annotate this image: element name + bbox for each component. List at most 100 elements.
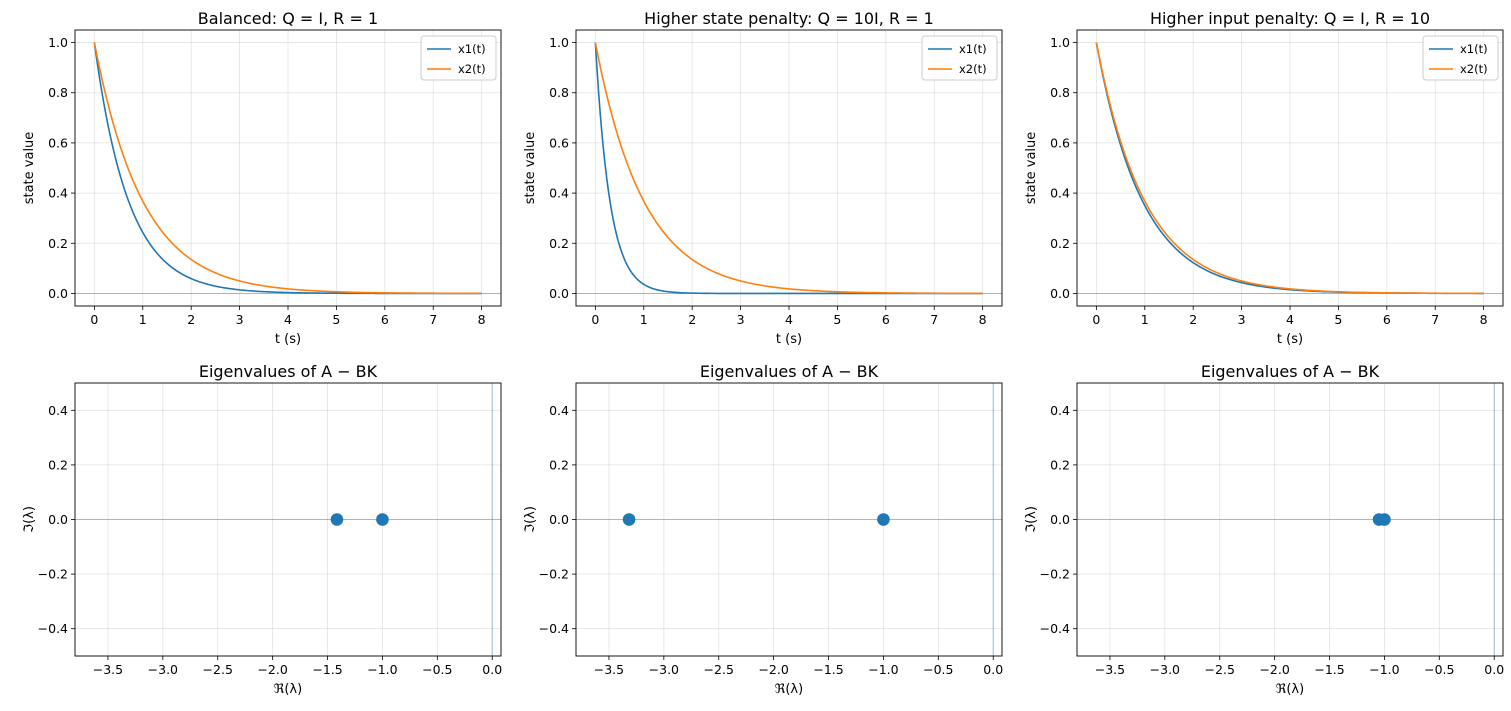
y-tick-label: 0.6 [549,135,569,150]
x-tick-label: 3 [1238,312,1246,327]
x-tick-label: −2.5 [704,662,734,677]
x-axis-label: ℜ(λ) [775,682,803,697]
eigenvalue-point [877,513,890,526]
x-tick-label: 0.0 [983,662,1003,677]
legend-label-x1: x1(t) [1460,42,1488,56]
y-tick-label: 0.0 [1050,512,1070,527]
y-tick-label: 0.8 [48,85,68,100]
axes-frame [575,382,1003,657]
x-tick-label: −2.0 [257,662,287,677]
y-tick-label: 0.2 [1050,457,1070,472]
x-tick-label: 0.0 [1484,662,1504,677]
series-line-x2 [1095,42,1484,295]
x-tick-label: 1 [139,312,147,327]
x-tick-label: 1 [640,312,648,327]
plot-area [1095,42,1484,295]
eigenvalue-chart-2: −3.5 −3.0 −2.5 −2.0 −1.5 −1.0 −0.5 0.0 −0.4 −0.2 0… [523,362,1003,697]
x-tick-label: 3 [236,312,244,327]
y-axis-label: state value [22,132,37,205]
x-tick-label: 2 [1189,312,1197,327]
y-tick-label: 0.4 [48,403,68,418]
y-tick-label: 0.4 [1050,186,1070,201]
x-tick-label: 4 [785,312,793,327]
y-tick-label: 0.0 [1050,286,1070,301]
eigenvalue-point [376,513,389,526]
axes-frame [1076,29,1504,307]
x-tick-label: 0 [90,312,98,327]
x-tick-label: −3.0 [148,662,178,677]
y-tick-label: −0.4 [38,621,68,636]
chart-title: Higher input penalty: Q = I, R = 10 [1150,9,1430,28]
axes-frame [575,29,1003,307]
chart-title: Balanced: Q = I, R = 1 [198,9,378,28]
x-tick-label: −1.5 [312,662,342,677]
legend: x1(t) x2(t) [921,35,998,81]
y-tick-label: 0.4 [549,186,569,201]
x-tick-label: −1.0 [1369,662,1399,677]
eigenvalue-point [330,513,344,526]
x-tick-label: −1.0 [367,662,397,677]
x-tick-label: −3.5 [1095,662,1125,677]
x-tick-label: 7 [1431,312,1439,327]
axes-frame [74,382,502,657]
time-response-chart-2: 0 1 2 3 4 5 6 7 8 0.0 0.2 0.4 0.6 0.8 1.0 Higher state … [523,9,1003,347]
y-tick-label: 0.0 [549,286,569,301]
y-tick-label: 0.6 [48,135,68,150]
x-tick-label: −2.0 [1259,662,1289,677]
plot-area [330,513,389,526]
plot-area [93,42,482,295]
x-tick-label: −2.5 [1205,662,1235,677]
x-tick-label: 4 [1286,312,1294,327]
y-tick-label: 0.2 [48,236,68,251]
x-axis-label: ℜ(λ) [274,682,302,697]
x-tick-label: 6 [882,312,890,327]
chart-title: Eigenvalues of A − BK [1201,362,1380,381]
x-tick-label: −2.5 [203,662,233,677]
y-tick-label: 1.0 [549,35,569,50]
y-tick-label: −0.2 [38,567,68,582]
legend-label-x2: x2(t) [959,62,987,76]
y-tick-label: 0.0 [549,512,569,527]
x-tick-label: 0.0 [482,662,502,677]
x-tick-label: −3.5 [594,662,624,677]
y-axis-label: state value [523,132,538,205]
plot-area [1372,513,1391,526]
x-tick-label: 6 [1383,312,1391,327]
x-tick-label: 2 [688,312,696,327]
axes-frame [74,29,502,307]
y-tick-label: 0.2 [549,236,569,251]
y-tick-label: 0.4 [1050,403,1070,418]
legend: x1(t) x2(t) [1422,35,1499,81]
legend-label-x2: x2(t) [458,62,486,76]
chart-title: Higher state penalty: Q = 10I, R = 1 [644,9,934,28]
plot-area [622,513,890,526]
y-axis-label: ℑ(λ) [22,506,37,533]
y-tick-label: 0.0 [48,286,68,301]
x-tick-label: −2.0 [758,662,788,677]
time-response-chart-1: 0 1 2 3 4 5 6 7 8 0.0 0.2 0.4 0.6 0.8 1.0 Balanced: Q =… [22,9,502,347]
y-axis-label: state value [1024,132,1039,205]
y-tick-label: 0.2 [1050,236,1070,251]
y-tick-label: 0.2 [48,457,68,472]
series-line-x2 [93,42,482,295]
y-tick-label: −0.2 [539,567,569,582]
axes-frame [1076,382,1504,657]
x-tick-label: −3.5 [93,662,123,677]
x-tick-label: 5 [1334,312,1342,327]
x-tick-label: 0 [1092,312,1100,327]
eigenvalue-chart-1: −3.5 −3.0 −2.5 −2.0 −1.5 −1.0 −0.5 0.0 −0.4 −0.2 0… [22,362,502,697]
legend: x1(t) x2(t) [420,35,497,81]
legend-label-x2: x2(t) [1460,62,1488,76]
x-axis-label: t (s) [275,332,301,347]
x-tick-label: 2 [187,312,195,327]
y-tick-label: 0.8 [1050,85,1070,100]
x-tick-label: 6 [381,312,389,327]
y-tick-label: −0.2 [1040,567,1070,582]
x-tick-label: −1.5 [1314,662,1344,677]
legend-label-x1: x1(t) [959,42,987,56]
x-tick-label: 7 [429,312,437,327]
y-axis-label: ℑ(λ) [1024,506,1039,533]
x-tick-label: −0.5 [923,662,953,677]
x-tick-label: 0 [591,312,599,327]
legend-label-x1: x1(t) [458,42,486,56]
